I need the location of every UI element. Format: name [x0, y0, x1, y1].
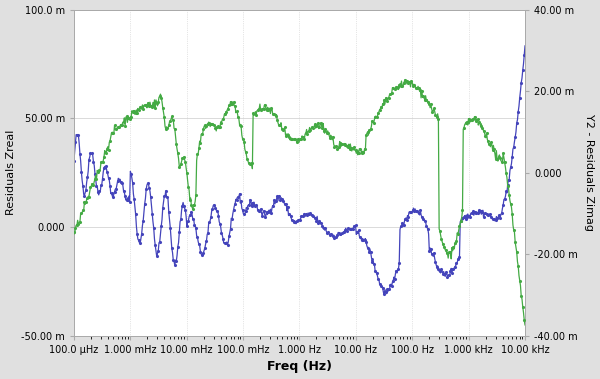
- X-axis label: Freq (Hz): Freq (Hz): [267, 360, 332, 373]
- Y-axis label: Y2 - Residuals Zimag: Y2 - Residuals Zimag: [584, 114, 595, 231]
- Y-axis label: Residuals Zreal: Residuals Zreal: [5, 130, 16, 215]
